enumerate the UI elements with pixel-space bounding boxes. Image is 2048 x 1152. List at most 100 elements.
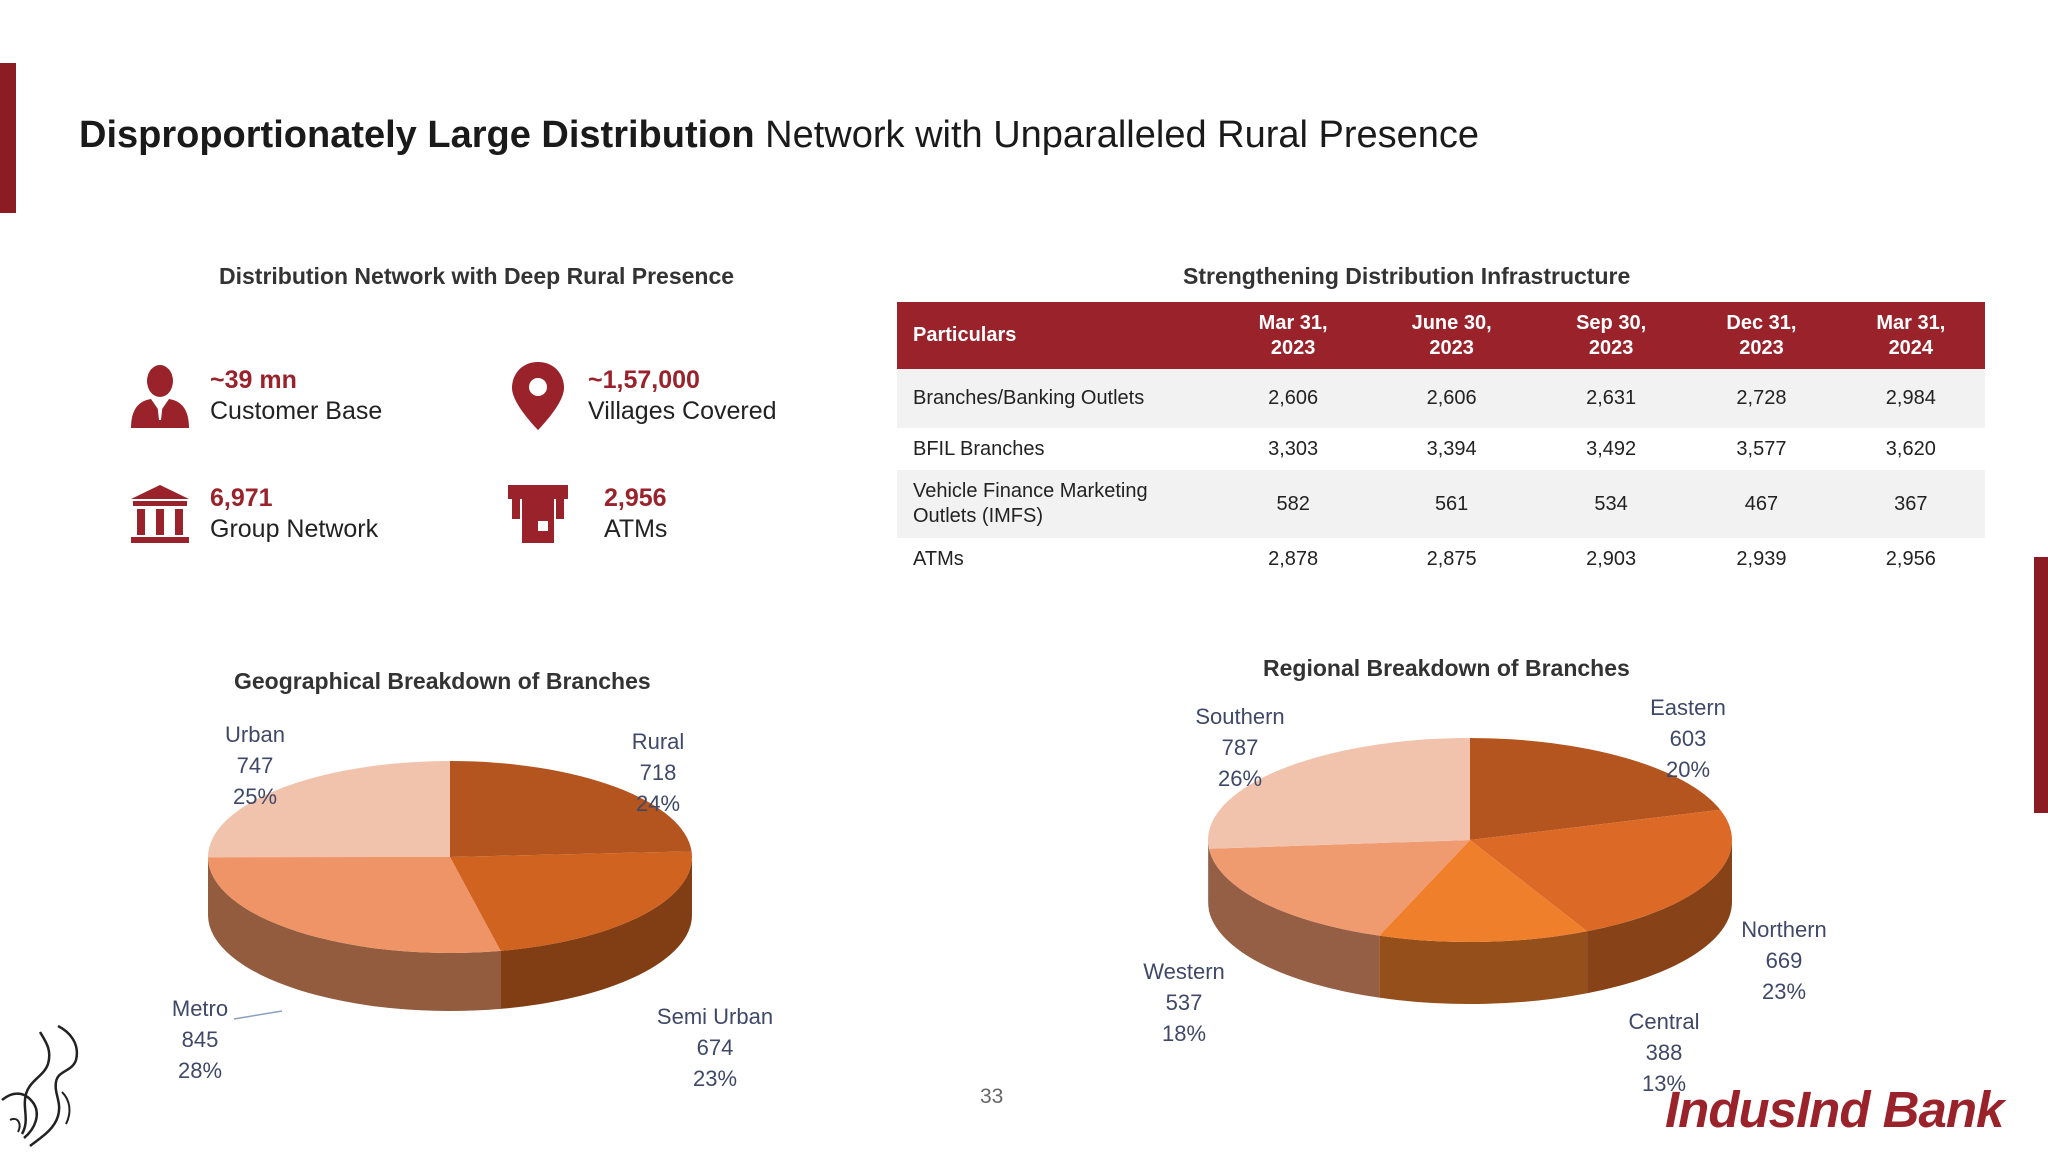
kpi-value: ~1,57,000 xyxy=(588,366,700,394)
pie-side-semi-urban xyxy=(500,857,692,1009)
table-header-cell: Sep 30, 2023 xyxy=(1535,302,1687,369)
kpi-group-network: 6,971 Group Network xyxy=(122,476,378,552)
pie-side-western xyxy=(1208,848,1380,998)
table-cell: Branches/Banking Outlets xyxy=(897,369,1219,428)
table-cell: 2,728 xyxy=(1686,369,1837,428)
person-icon xyxy=(122,358,198,434)
metro-leader-line xyxy=(233,1010,283,1020)
kpi-label: ATMs xyxy=(604,515,668,543)
table-cell: 582 xyxy=(1219,470,1368,538)
slice-name: Urban xyxy=(225,722,285,747)
chart-title-regional: Regional Breakdown of Branches xyxy=(1263,655,1630,681)
pie-label-western: Western 537 18% xyxy=(1143,956,1225,1049)
slice-name: Semi Urban xyxy=(656,1004,774,1029)
right-section-title: Strengthening Distribution Infrastructur… xyxy=(1183,263,1631,289)
bank-building-icon xyxy=(122,476,198,552)
slice-percent: 28% xyxy=(177,1058,223,1083)
slice-percent: 24% xyxy=(635,791,681,816)
table-row: ATMs 2,878 2,875 2,903 2,939 2,956 xyxy=(897,538,1985,580)
slice-percent: 20% xyxy=(1665,757,1711,782)
table-header-cell: June 30, 2023 xyxy=(1367,302,1536,369)
table-cell: 367 xyxy=(1836,470,1985,538)
map-pin-icon xyxy=(500,358,576,434)
table-cell: 2,631 xyxy=(1535,369,1687,428)
slice-name: Eastern xyxy=(1650,695,1726,720)
pie-label-northern: Northern 669 23% xyxy=(1741,914,1827,1007)
slice-value: 845 xyxy=(181,1027,219,1052)
table-cell: 2,606 xyxy=(1219,369,1368,428)
slice-value: 388 xyxy=(1645,1040,1683,1065)
kpi-customer-base: ~39 mn Customer Base xyxy=(122,358,382,434)
page-title: Disproportionately Large Distribution Ne… xyxy=(79,114,1479,157)
pie-slice-eastern xyxy=(1470,738,1721,840)
kpi-value: 2,956 xyxy=(604,484,667,512)
geographical-pie-chart xyxy=(208,761,692,1011)
pie-label-eastern: Eastern 603 20% xyxy=(1650,692,1726,785)
table-header-cell: Mar 31, 2023 xyxy=(1219,302,1368,369)
atm-icon xyxy=(500,476,576,552)
slice-name: Rural xyxy=(631,729,685,754)
table-cell: 2,878 xyxy=(1268,547,1319,570)
slice-value: 603 xyxy=(1669,726,1707,751)
slice-value: 537 xyxy=(1165,990,1203,1015)
page-title-rest: Network with Unparalleled Rural Presence xyxy=(754,114,1480,156)
slice-name: Southern xyxy=(1195,704,1285,729)
slice-value: 718 xyxy=(639,760,677,785)
pie-slice-urban xyxy=(208,761,450,858)
kpi-value: 6,971 xyxy=(210,484,273,512)
slice-name: Central xyxy=(1628,1009,1700,1034)
table-row: Vehicle Finance Marketing Outlets (IMFS)… xyxy=(897,470,1985,538)
pie-slice-central xyxy=(1379,840,1588,942)
pie-side-northern xyxy=(1587,840,1732,994)
table-row: BFIL Branches 3,303 3,394 3,492 3,577 3,… xyxy=(897,428,1985,470)
table-cell: 2,939 xyxy=(1736,547,1787,570)
slice-name: Western xyxy=(1143,959,1225,984)
slice-percent: 18% xyxy=(1161,1021,1207,1046)
table-row: Branches/Banking Outlets 2,606 2,606 2,6… xyxy=(897,369,1985,428)
page-title-bold: Disproportionately Large Distribution xyxy=(79,114,755,156)
table-cell: Vehicle Finance Marketing Outlets (IMFS) xyxy=(897,470,1219,538)
kpi-label: Villages Covered xyxy=(588,397,777,425)
kpi-label: Customer Base xyxy=(210,397,383,425)
slice-value: 747 xyxy=(236,753,274,778)
bull-logo-icon xyxy=(1,1024,79,1147)
slice-value: 674 xyxy=(696,1035,734,1060)
kpi-label: Group Network xyxy=(210,515,379,543)
pie-slice-southern xyxy=(1208,738,1470,849)
infrastructure-table: Particulars Mar 31, 2023 June 30, 2023 S… xyxy=(897,302,1985,580)
table-cell: 2,984 xyxy=(1836,369,1985,428)
table-header-cell: Particulars xyxy=(897,302,1219,369)
regional-pie-chart xyxy=(1208,738,1732,1004)
slice-percent: 26% xyxy=(1217,766,1263,791)
table-cell: 2,956 xyxy=(1885,547,1936,570)
accent-bar-left xyxy=(0,63,16,213)
pie-label-semi-urban: Semi Urban 674 23% xyxy=(657,1001,773,1094)
indusind-bank-logo: IndusInd Bank xyxy=(1665,1081,2004,1138)
left-section-title: Distribution Network with Deep Rural Pre… xyxy=(219,263,735,289)
table-cell: 561 xyxy=(1367,470,1536,538)
pie-label-southern: Southern 787 26% xyxy=(1195,701,1284,794)
pie-side-metro xyxy=(208,857,501,1011)
kpi-villages: ~1,57,000 Villages Covered xyxy=(500,358,777,434)
table-cell: 2,606 xyxy=(1367,369,1536,428)
slice-percent: 23% xyxy=(692,1066,738,1091)
pie-slice-western xyxy=(1208,840,1470,936)
slice-name: Metro xyxy=(171,996,229,1021)
table-cell: 3,394 xyxy=(1426,437,1477,460)
table-header-cell: Mar 31, 2024 xyxy=(1836,302,1985,369)
slice-percent: 23% xyxy=(1761,979,1807,1004)
slice-value: 669 xyxy=(1765,948,1803,973)
table-cell: 2,903 xyxy=(1586,547,1637,570)
chart-title-geographical: Geographical Breakdown of Branches xyxy=(234,668,651,694)
table-cell: 3,620 xyxy=(1885,437,1936,460)
pie-slice-rural xyxy=(450,761,692,857)
table-cell: 2,875 xyxy=(1426,547,1477,570)
slice-value: 787 xyxy=(1221,735,1259,760)
pie-label-rural: Rural 718 24% xyxy=(632,726,685,819)
table-header-cell: Dec 31, 2023 xyxy=(1686,302,1837,369)
pie-slice-northern xyxy=(1470,809,1732,932)
pie-side-central xyxy=(1379,931,1588,1004)
pie-side-southern xyxy=(1208,840,1209,911)
table-cell: 3,492 xyxy=(1586,437,1637,460)
slice-percent: 13% xyxy=(1641,1071,1687,1096)
